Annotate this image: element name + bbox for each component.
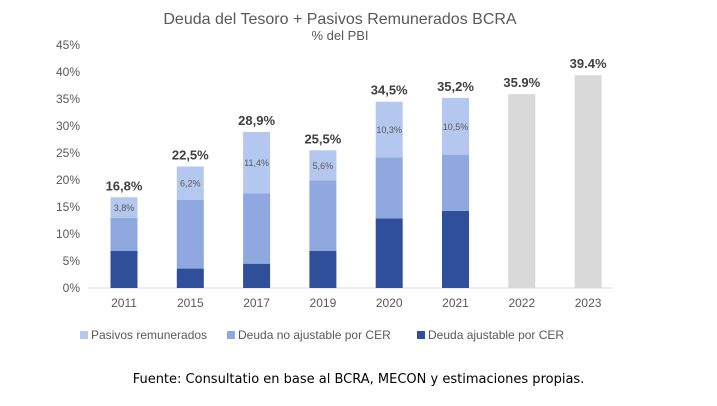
segment-label: 6,2% xyxy=(180,179,201,189)
bar-segment xyxy=(110,250,138,288)
bar-segment xyxy=(442,210,469,288)
total-label: 22,5% xyxy=(172,148,209,163)
segment-label: 3,8% xyxy=(114,203,135,213)
bar-segment xyxy=(243,131,271,194)
total-label: 35,2% xyxy=(437,79,474,94)
y-tick-label: 35% xyxy=(56,92,80,106)
y-tick-label: 45% xyxy=(56,38,80,52)
x-tick-label: 2019 xyxy=(310,296,337,310)
bar-segment xyxy=(375,157,403,219)
x-axis: 2011 2015 2017 2019 2020 2021 2022 2023 xyxy=(111,296,602,310)
y-tick-label: 20% xyxy=(56,173,80,187)
total-label: 28,9% xyxy=(238,113,275,128)
legend: Pasivos remunerados Deuda no ajustable po… xyxy=(80,328,564,342)
y-tick-label: 5% xyxy=(63,254,81,268)
total-label: 25,5% xyxy=(304,131,341,146)
x-tick-label: 2017 xyxy=(243,296,270,310)
y-tick-label: 30% xyxy=(56,119,80,133)
legend-swatch xyxy=(417,331,425,339)
chart-title: Deuda del Tesoro + Pasivos Remunerados B… xyxy=(163,11,517,28)
y-tick-label: 10% xyxy=(56,227,80,241)
legend-label: Pasivos remunerados xyxy=(91,328,207,342)
y-tick-label: 25% xyxy=(56,146,80,160)
y-tick-label: 15% xyxy=(56,200,80,214)
y-axis: 0% 5% 10% 15% 20% 25% 30% 35% 40% 45% xyxy=(56,38,80,295)
x-tick-label: 2022 xyxy=(508,296,535,310)
chart-subtitle: % del PBI xyxy=(311,28,368,43)
bar-segment xyxy=(110,217,138,251)
bar-segment xyxy=(508,94,536,288)
bar-segment xyxy=(176,166,204,200)
legend-swatch xyxy=(227,331,235,339)
segment-label: 11,4% xyxy=(244,158,269,168)
bar-segment xyxy=(243,263,271,288)
bar-segment xyxy=(442,97,469,155)
segment-label: 10,5% xyxy=(443,122,469,132)
bar-segment xyxy=(110,197,138,218)
bar-segment xyxy=(309,180,337,251)
bar-segment xyxy=(176,268,204,288)
legend-swatch xyxy=(80,331,88,339)
y-tick-label: 0% xyxy=(63,281,81,295)
total-label: 34,5% xyxy=(371,83,408,98)
x-tick-label: 2011 xyxy=(111,296,137,310)
total-label: 16,8% xyxy=(106,178,143,193)
bar-segment xyxy=(375,218,403,288)
x-tick-label: 2020 xyxy=(376,296,403,310)
x-tick-label: 2015 xyxy=(177,296,204,310)
bar-segment xyxy=(309,150,337,181)
legend-label: Deuda ajustable por CER xyxy=(428,328,564,342)
bars: 3,8% 16,8% 6,2% 22,5% 11,4% 28,9% 5,6% 25,5% 10,… xyxy=(106,56,607,289)
bar-segment xyxy=(309,250,337,288)
y-tick-label: 40% xyxy=(56,65,80,79)
bar-segment xyxy=(574,75,602,289)
bar-segment xyxy=(176,199,204,269)
segment-label: 10,3% xyxy=(376,125,402,135)
bar-segment xyxy=(442,154,469,211)
total-label: 35.9% xyxy=(503,75,540,90)
segment-label: 5,6% xyxy=(313,161,334,171)
bar-segment xyxy=(375,101,403,158)
legend-label: Deuda no ajustable por CER xyxy=(238,328,391,342)
bar-segment xyxy=(243,193,271,264)
x-tick-label: 2023 xyxy=(575,296,602,310)
source-note: Fuente: Consultatio en base al BCRA, MEC… xyxy=(132,372,585,387)
x-tick-label: 2021 xyxy=(442,296,469,310)
total-label: 39.4% xyxy=(570,56,607,71)
